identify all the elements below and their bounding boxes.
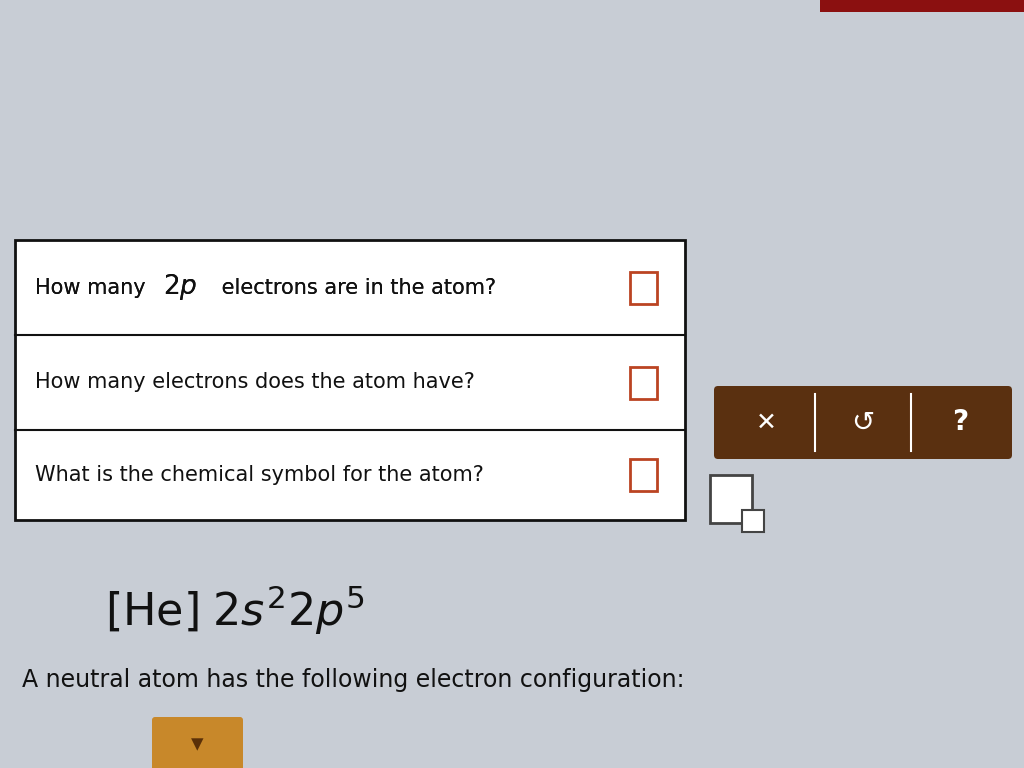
Text: $2p$: $2p$	[163, 273, 198, 303]
Bar	[630, 272, 657, 303]
FancyBboxPatch shape	[152, 717, 243, 768]
Text: electrons are in the atom?: electrons are in the atom?	[215, 277, 496, 297]
Text: $[\mathrm{He}]\;2s^{2}2p^{5}$: $[\mathrm{He}]\;2s^{2}2p^{5}$	[105, 583, 365, 637]
Text: ↺: ↺	[851, 409, 874, 436]
Bar	[820, 0, 1024, 12]
FancyBboxPatch shape	[714, 386, 1012, 459]
Text: A neutral atom has the following electron configuration:: A neutral atom has the following electro…	[22, 668, 684, 692]
Bar	[15, 240, 685, 520]
Text: How many electrons does the atom have?: How many electrons does the atom have?	[35, 372, 475, 392]
Text: How many: How many	[35, 277, 153, 297]
Bar	[630, 366, 657, 399]
Text: ▾: ▾	[191, 732, 204, 756]
Bar	[710, 475, 752, 523]
Text: ✕: ✕	[756, 411, 777, 435]
Bar	[630, 459, 657, 491]
Text: $2p$: $2p$	[163, 273, 198, 303]
Text: How many: How many	[35, 277, 153, 297]
Text: electrons are in the atom?: electrons are in the atom?	[215, 277, 496, 297]
Bar	[742, 510, 764, 532]
Text: ?: ?	[951, 409, 968, 436]
Text: What is the chemical symbol for the atom?: What is the chemical symbol for the atom…	[35, 465, 484, 485]
